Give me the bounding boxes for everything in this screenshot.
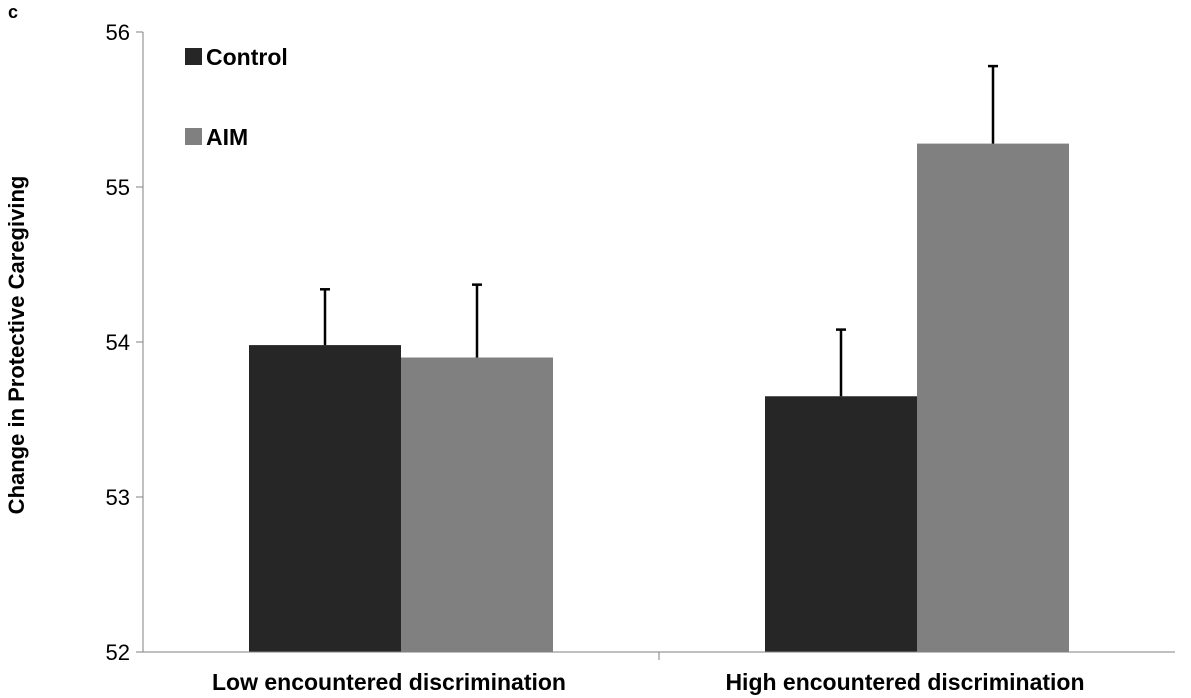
legend-label-aim: AIM: [206, 124, 248, 150]
bar-control-1: [765, 396, 917, 652]
x-category-label: Low encountered discrimination: [212, 669, 566, 695]
legend-swatch-aim: [185, 128, 202, 145]
y-axis-title: Change in Protective Caregiving: [4, 176, 29, 515]
y-axis-ticks: 52 53 54 55 56: [106, 20, 660, 665]
y-tick-label: 53: [106, 485, 130, 510]
legend-label-control: Control: [206, 44, 288, 70]
y-tick-label: 52: [106, 640, 130, 665]
x-axis-labels: Low encountered discrimination High encou…: [212, 669, 1085, 695]
bar-aim-0: [401, 357, 553, 652]
legend-swatch-control: [185, 48, 202, 65]
bar-aim-1: [917, 143, 1069, 652]
y-tick-label: 56: [106, 20, 130, 45]
y-tick-label: 54: [106, 330, 130, 355]
x-category-label: High encountered discrimination: [725, 669, 1084, 695]
y-tick-label: 55: [106, 175, 130, 200]
bars: [249, 143, 1069, 652]
legend: Control AIM: [185, 44, 288, 150]
panel-label: c: [8, 2, 18, 22]
bar-control-0: [249, 345, 401, 652]
error-bars: [320, 64, 998, 397]
